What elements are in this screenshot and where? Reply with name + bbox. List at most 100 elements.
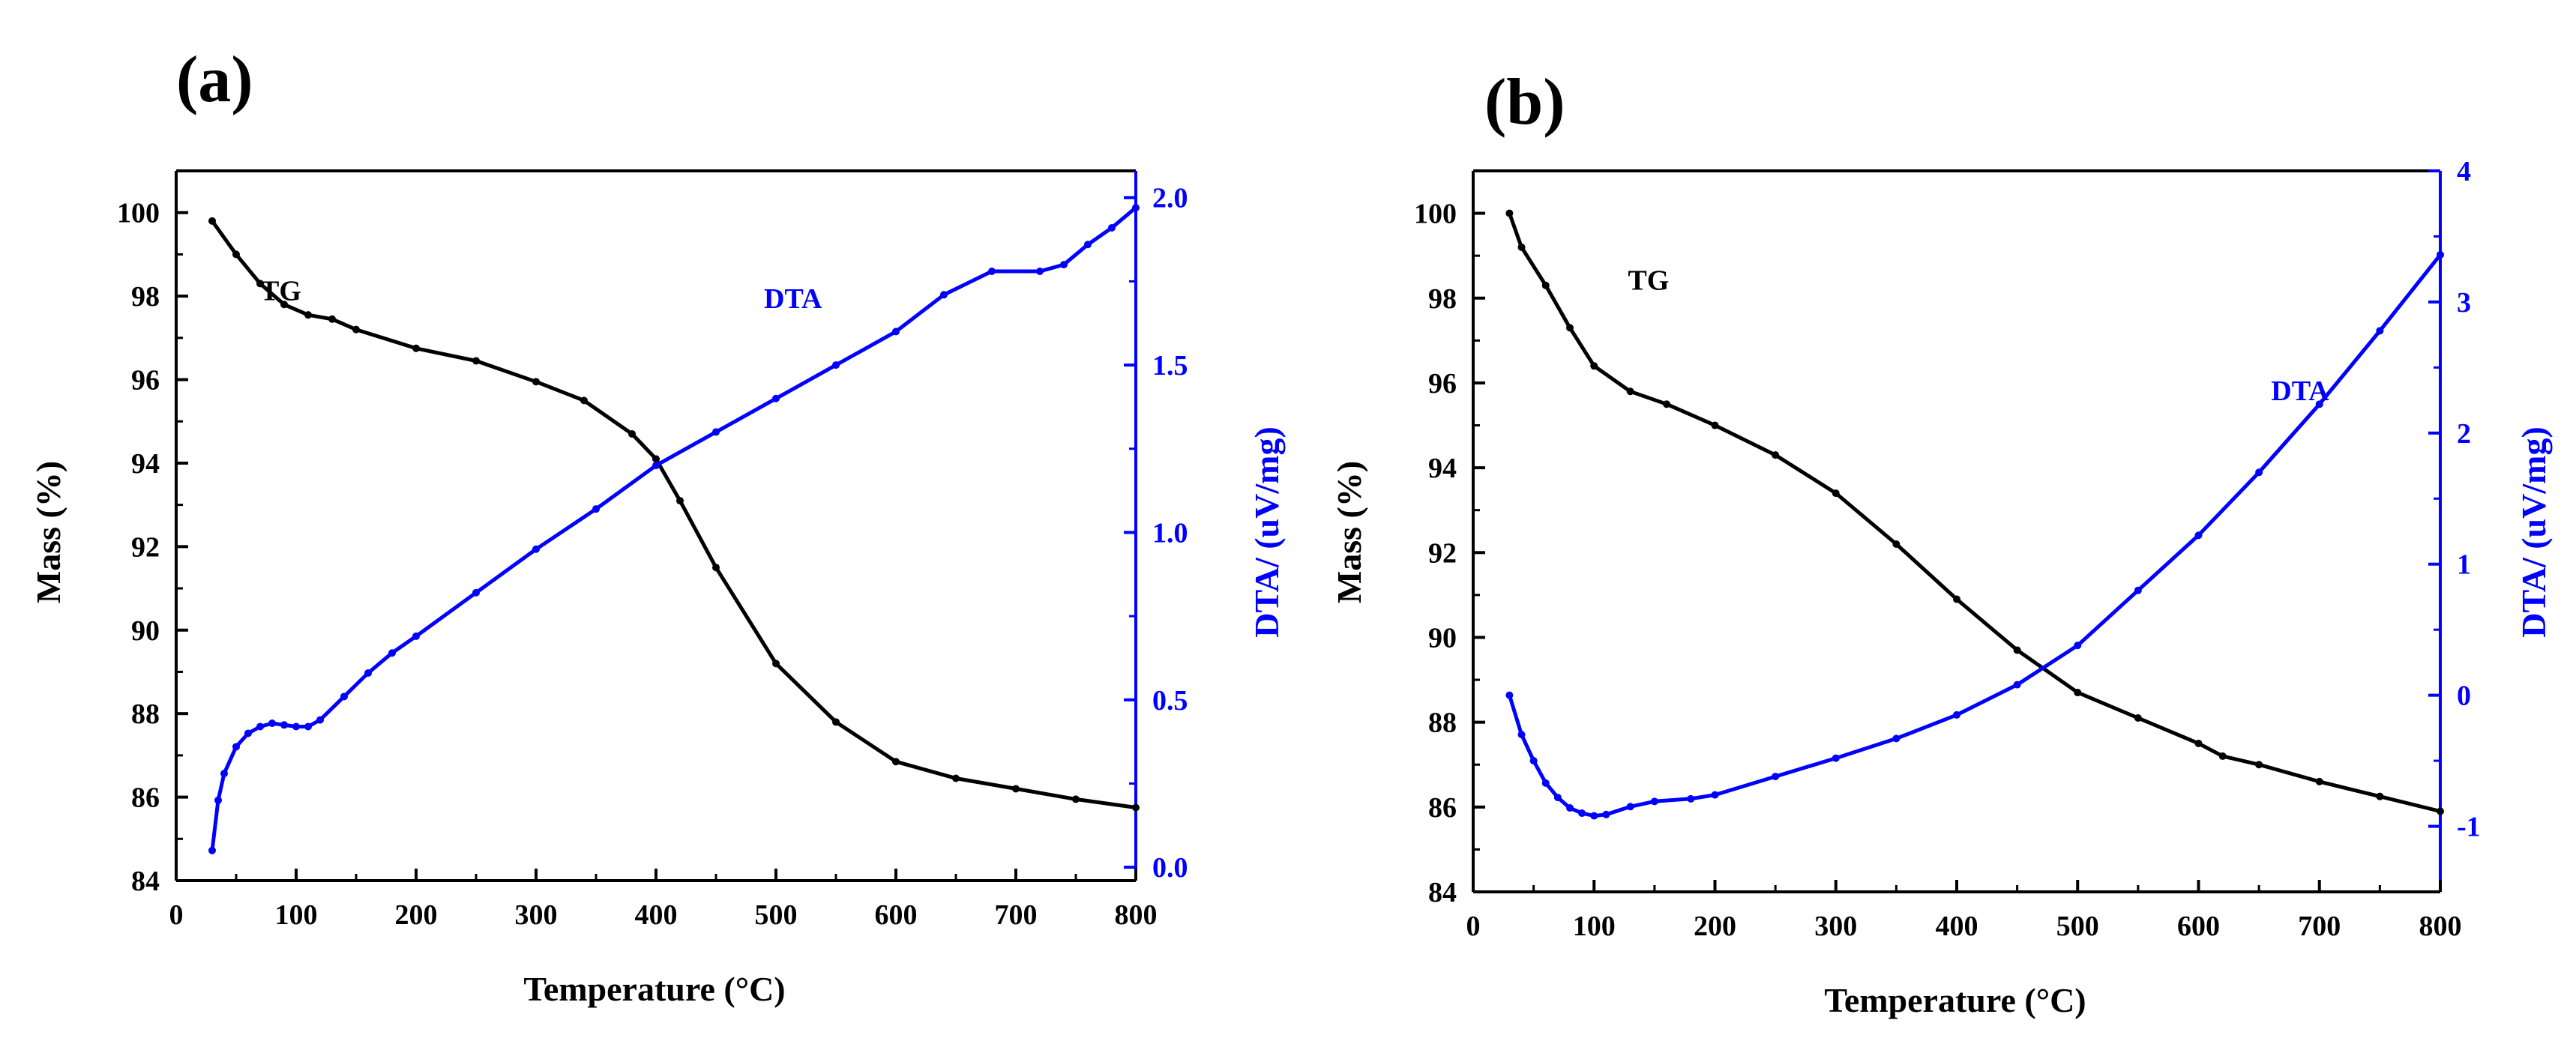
x-tick-label: 600 [875, 899, 918, 931]
x-tick-label: 400 [635, 899, 678, 931]
y-tick-label: 92 [131, 531, 160, 563]
data-point-tg [2013, 646, 2021, 654]
y2-tick-label: 0.5 [1152, 685, 1188, 716]
x-tick-label: 0 [1466, 911, 1481, 942]
data-point-tg [1566, 324, 1574, 332]
y2-tick-label: 0.0 [1152, 852, 1188, 884]
y-tick-label: 84 [1428, 877, 1457, 908]
x-tick-label: 500 [755, 899, 798, 931]
data-point-tg [1711, 421, 1719, 429]
data-point-dta [2134, 586, 2142, 594]
data-point-dta [304, 722, 312, 731]
data-point-tg [1132, 803, 1140, 812]
y-tick-label: 90 [1428, 622, 1457, 654]
data-point-dta [1108, 223, 1116, 232]
x-axis-title: Temperature (°C) [1824, 981, 2086, 1019]
data-point-dta [2376, 327, 2384, 335]
data-point-dta [1060, 261, 1068, 269]
y2-tick-label: 0 [2457, 681, 2471, 712]
data-point-dta [1578, 809, 1586, 818]
data-point-dta [2013, 681, 2021, 689]
data-point-tg [676, 497, 684, 505]
data-point-tg [1517, 243, 1526, 251]
y-tick-label: 100 [1414, 199, 1457, 230]
x-tick-label: 800 [1115, 899, 1158, 931]
series-line-tg [1508, 212, 2441, 813]
data-point-tg [772, 660, 780, 668]
data-point-tg [2376, 792, 2384, 800]
y2-tick-label: 4 [2457, 156, 2471, 187]
data-point-dta [1505, 691, 1514, 699]
x-tick-label: 300 [515, 899, 558, 931]
data-point-dta [2194, 531, 2203, 540]
y-axis-title: Mass (%) [1330, 461, 1368, 603]
x-tick-label: 300 [1814, 911, 1857, 942]
data-point-tg [352, 325, 360, 334]
data-point-dta [1036, 268, 1044, 276]
x-axis-title: Temperature (°C) [523, 970, 785, 1008]
data-point-tg [304, 311, 312, 319]
y-tick-label: 94 [1428, 453, 1457, 484]
data-point-tg [2315, 777, 2323, 785]
data-point-dta [340, 693, 348, 701]
data-point-tg [232, 250, 240, 259]
data-point-dta [940, 291, 948, 299]
chart-panel-a: (a) Temperature (°C) Mass (%) DTA/ (uV/m… [29, 43, 1286, 1008]
data-point-dta [292, 722, 300, 731]
x-tick-label: 100 [275, 899, 318, 931]
data-point-dta [1772, 773, 1780, 781]
data-point-tg [1663, 400, 1670, 408]
y-tick-label: 94 [131, 448, 160, 480]
x-tick-label: 500 [2056, 911, 2099, 942]
data-point-tg [1072, 795, 1080, 803]
data-point-tg [1012, 785, 1020, 793]
data-point-dta [1687, 794, 1695, 803]
data-point-dta [1832, 754, 1840, 762]
x-tick-label: 700 [995, 899, 1038, 931]
data-point-tg [2218, 752, 2227, 760]
data-point-tg [1541, 281, 1550, 289]
data-point-tg [208, 217, 216, 225]
data-point-dta [1892, 734, 1901, 743]
x-tick-label: 400 [1936, 911, 1978, 942]
data-point-dta [712, 428, 720, 436]
data-point-tg [1832, 489, 1840, 498]
series-line-dta [1508, 253, 2442, 818]
data-point-dta [1953, 710, 1960, 719]
y-axis-title: Mass (%) [29, 461, 67, 603]
y-tick-label: 88 [1428, 707, 1457, 739]
data-point-tg [1953, 595, 1960, 603]
x-tick-label: 200 [1694, 911, 1736, 942]
panel-label-b: (b) [1484, 66, 1565, 139]
x-tick-label: 0 [169, 899, 184, 931]
data-point-dta [1541, 779, 1550, 787]
data-point-tg [2255, 761, 2263, 769]
series-line-tg [210, 220, 1137, 809]
data-point-dta [412, 632, 420, 640]
data-point-dta [256, 722, 264, 731]
y-tick-label: 92 [1428, 537, 1457, 569]
data-point-tg [892, 758, 900, 766]
data-point-tg [580, 396, 588, 405]
data-point-dta [652, 462, 660, 470]
y-tick-label: 90 [131, 615, 160, 647]
data-point-tg [280, 301, 288, 309]
y2-tick-label: -1 [2457, 812, 2481, 843]
data-point-dta [364, 669, 372, 678]
data-point-dta [472, 588, 480, 597]
chart-panel-b: (b) Temperature (°C) Mass (%) DTA/ (uV/m… [1330, 66, 2553, 1019]
series-line-dta [210, 206, 1137, 851]
data-point-dta [2074, 642, 2082, 650]
data-point-dta [1626, 803, 1634, 811]
series-label-tg: TG [260, 276, 301, 307]
data-point-tg [2074, 689, 2082, 697]
y-tick-label: 96 [131, 365, 160, 396]
y2-tick-label: 3 [2457, 287, 2471, 319]
data-point-tg [328, 315, 336, 323]
data-point-tg [532, 378, 540, 386]
x-tick-label: 100 [1573, 911, 1616, 942]
data-point-dta [832, 361, 840, 369]
data-point-tg [952, 774, 960, 782]
data-point-dta [1590, 812, 1598, 820]
